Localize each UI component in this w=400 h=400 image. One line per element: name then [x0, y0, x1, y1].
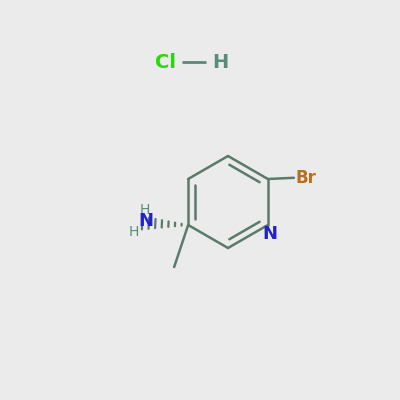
Text: Cl: Cl	[155, 52, 176, 72]
Text: H: H	[212, 52, 228, 72]
Text: H: H	[128, 225, 138, 239]
Text: H: H	[139, 203, 150, 217]
Text: Br: Br	[296, 169, 317, 187]
Text: N: N	[139, 212, 154, 230]
Text: N: N	[262, 225, 277, 243]
